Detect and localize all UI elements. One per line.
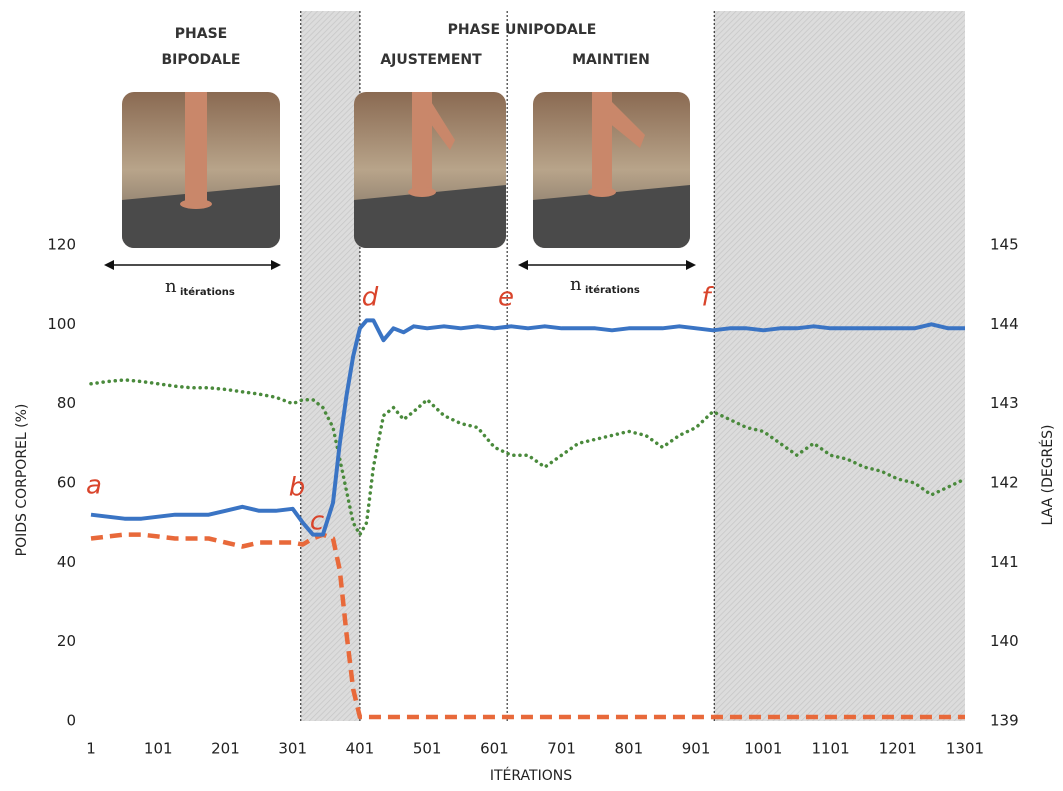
phase-label: BIPODALE xyxy=(162,52,241,68)
y-axis-title: POIDS CORPOREL (%) xyxy=(14,404,30,557)
y-tick-label: 80 xyxy=(57,394,76,412)
iteration-sub: itérations xyxy=(180,286,235,298)
y-tick-label: 20 xyxy=(57,632,76,650)
x-tick-label: 1301 xyxy=(946,740,984,758)
annotation: c xyxy=(310,507,324,537)
phase-label: PHASE UNIPODALE xyxy=(448,22,597,38)
y2-axis-title: LAA (DEGRÉS) xyxy=(1039,425,1056,526)
x-tick-label: 201 xyxy=(211,740,240,758)
x-tick-label: 801 xyxy=(615,740,644,758)
x-tick-label: 601 xyxy=(480,740,509,758)
arrow xyxy=(104,260,696,270)
x-tick-label: 1101 xyxy=(811,740,849,758)
annotation: e xyxy=(498,283,514,313)
x-tick-label: 701 xyxy=(547,740,576,758)
chart: PHASE BIPODALE PHASE UNIPODALE AJUSTEMEN… xyxy=(0,0,1063,791)
y-tick-label: 100 xyxy=(47,315,76,333)
iteration-sub: itérations xyxy=(585,284,640,296)
photo xyxy=(533,92,690,248)
y2-tick-label: 142 xyxy=(990,474,1019,492)
y-tick-label: 0 xyxy=(66,712,76,730)
x-tick-label: 501 xyxy=(413,740,442,758)
annotation: a xyxy=(86,471,102,501)
y2-tick-label: 143 xyxy=(990,394,1019,412)
y-tick-label: 40 xyxy=(57,553,76,571)
x-tick-label: 1 xyxy=(86,740,96,758)
phase-label: MAINTIEN xyxy=(572,52,650,68)
iteration-n: n xyxy=(570,274,582,295)
x-tick-label: 901 xyxy=(682,740,711,758)
phase-label: PHASE xyxy=(175,26,227,42)
x-axis-title: ITÉRATIONS xyxy=(490,767,572,784)
y2-tick-label: 139 xyxy=(990,712,1019,730)
y2-tick-label: 141 xyxy=(990,553,1019,571)
x-tick-label: 1201 xyxy=(879,740,917,758)
x-tick-label: 101 xyxy=(144,740,173,758)
y2-tick-label: 140 xyxy=(990,632,1019,650)
y2-tick-label: 144 xyxy=(990,315,1019,333)
photo xyxy=(122,92,280,248)
y-tick-label: 60 xyxy=(57,474,76,492)
y2-tick-label: 145 xyxy=(990,236,1019,254)
y-tick-label: 120 xyxy=(47,236,76,254)
photo xyxy=(354,92,506,248)
x-tick-label: 401 xyxy=(346,740,375,758)
x-tick-label: 1001 xyxy=(744,740,782,758)
shaded-region xyxy=(714,11,965,721)
annotation: f xyxy=(701,283,714,313)
annotation: d xyxy=(362,283,379,313)
phase-label: AJUSTEMENT xyxy=(380,52,482,68)
x-tick-label: 301 xyxy=(278,740,307,758)
annotation: b xyxy=(289,473,306,503)
iteration-n: n xyxy=(165,276,177,297)
